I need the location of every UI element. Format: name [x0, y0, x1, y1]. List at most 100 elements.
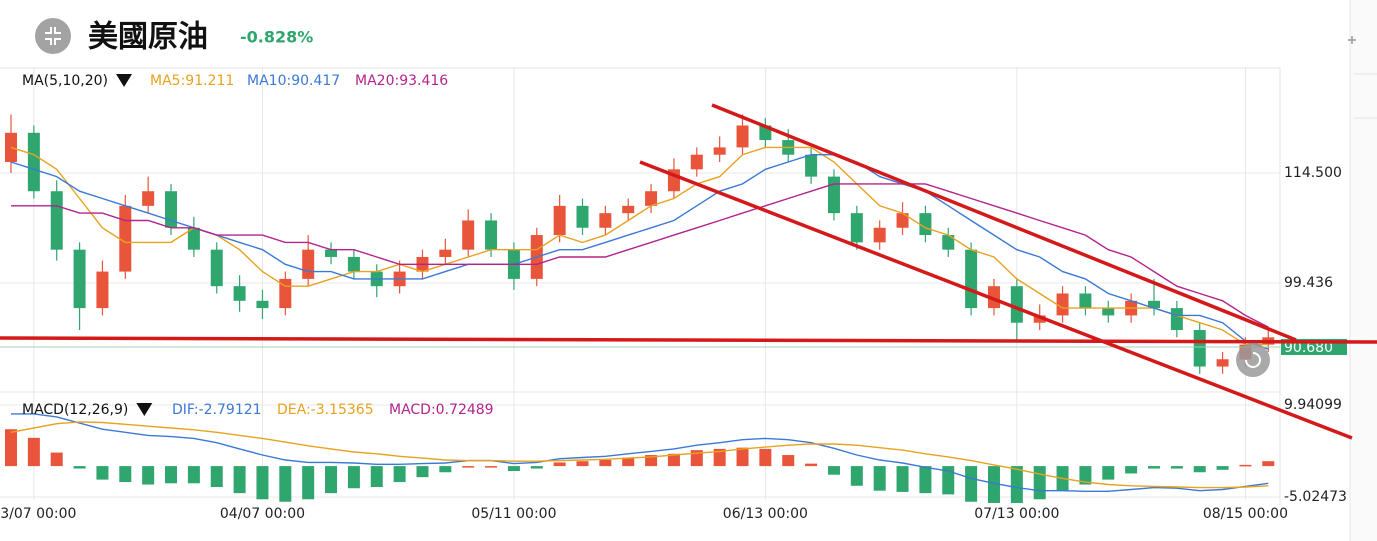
candle-body	[96, 271, 109, 309]
macd-bar	[119, 466, 132, 483]
candle-body	[1033, 315, 1046, 323]
macd-bar	[1262, 461, 1275, 467]
candle-body	[873, 227, 886, 243]
macd-bar	[256, 466, 269, 500]
support-line	[0, 336, 1377, 344]
macd-bar	[439, 466, 452, 473]
candle-body	[690, 154, 703, 170]
macd-bar	[1216, 466, 1229, 470]
page-title: 美國原油	[88, 20, 208, 55]
indicator-label: MA(5,10,20)	[22, 73, 108, 89]
macd-bar	[96, 466, 109, 480]
macd-bar	[1193, 466, 1206, 473]
candle-body	[302, 249, 315, 279]
candle-body	[1010, 286, 1023, 323]
trend-lines	[0, 103, 1377, 440]
macd-bar	[599, 459, 612, 467]
back-icon[interactable]	[35, 18, 71, 54]
macd-bar	[713, 448, 726, 467]
candle-body	[73, 249, 86, 309]
macd-line	[11, 413, 1269, 492]
macd-bar	[1102, 466, 1115, 480]
macd-bar	[1010, 466, 1023, 503]
candle-body	[1193, 330, 1206, 367]
candle-body	[713, 147, 726, 155]
candle-body	[896, 213, 909, 228]
macd-bar	[1033, 466, 1046, 500]
candle-body	[987, 286, 1000, 309]
candle-body	[1056, 293, 1069, 316]
macd-bar	[576, 461, 589, 467]
candle-body	[1079, 293, 1092, 309]
macd-bar	[667, 453, 680, 467]
price-change: -0.828%	[240, 28, 313, 47]
macd-bar	[302, 466, 315, 500]
ma-line	[10, 146, 1269, 346]
macd-bar	[850, 466, 863, 486]
macd-bar	[736, 447, 749, 467]
legend-entry: MA10:90.417	[247, 73, 340, 89]
macd-bar	[530, 466, 543, 469]
macd-bar	[805, 463, 818, 467]
x-tick-label: 06/13 00:00	[723, 506, 808, 522]
macd-bar	[896, 466, 909, 492]
candle-body	[622, 205, 635, 214]
ma-line	[10, 154, 1269, 350]
float-button[interactable]	[1236, 343, 1270, 377]
legend-entry: DIF:-2.79121	[172, 402, 262, 418]
macd-bar	[1079, 466, 1092, 485]
candle-body	[256, 300, 269, 309]
macd-bar	[507, 466, 520, 472]
macd-bar	[759, 448, 772, 467]
macd-bar	[1125, 466, 1138, 474]
candle-body	[485, 220, 498, 250]
macd-bar	[279, 466, 292, 502]
candle-body	[942, 235, 955, 250]
candle-body	[827, 176, 840, 214]
candle-body	[919, 213, 932, 236]
legend-entry: MA20:93.416	[355, 73, 448, 89]
back-button[interactable]	[35, 18, 71, 54]
macd-bar	[27, 437, 40, 467]
side-plus-icon[interactable]	[1348, 36, 1356, 44]
candle-body	[576, 205, 589, 228]
candle-body	[50, 191, 63, 250]
macd-bar	[347, 466, 360, 489]
macd-bar	[50, 452, 63, 467]
candle-body	[462, 220, 475, 250]
macd-bar	[942, 466, 955, 495]
back-icon-glyph	[45, 27, 61, 45]
macd-bar	[1170, 466, 1183, 469]
macd-bar	[416, 466, 429, 478]
trend-line	[639, 160, 1353, 440]
indicator-menu[interactable]	[136, 403, 153, 416]
macd-bar	[827, 466, 840, 475]
candle-body	[1148, 300, 1160, 309]
candle-body	[1216, 359, 1229, 367]
last-price-label: 90.680	[1284, 340, 1333, 356]
macd-bar	[325, 466, 338, 494]
macd-bar	[965, 466, 978, 502]
y-tick-label: -5.02473	[1284, 489, 1347, 505]
candle-body	[325, 249, 338, 257]
macd-bar	[1239, 464, 1252, 467]
candle-body	[439, 249, 452, 257]
candle-body	[850, 213, 863, 243]
ma-line	[11, 183, 1269, 328]
legend-entry: DEA:-3.15365	[277, 402, 374, 418]
candle-body	[347, 256, 360, 272]
indicator-menu[interactable]	[116, 74, 133, 87]
candle-body	[736, 125, 749, 148]
macd-bar	[142, 466, 155, 485]
y-tick-label: 114.500	[1284, 165, 1342, 181]
y-tick-label: 9.94099	[1284, 397, 1342, 413]
macd-bar	[782, 455, 795, 467]
candle-body	[119, 205, 132, 272]
macd-bar	[1148, 466, 1160, 469]
candle-body	[599, 213, 612, 228]
macd-bar	[165, 466, 178, 484]
trend-line	[711, 103, 1297, 342]
macd-bar	[233, 466, 246, 494]
candle-body	[645, 191, 658, 206]
side-panel	[1350, 0, 1377, 541]
